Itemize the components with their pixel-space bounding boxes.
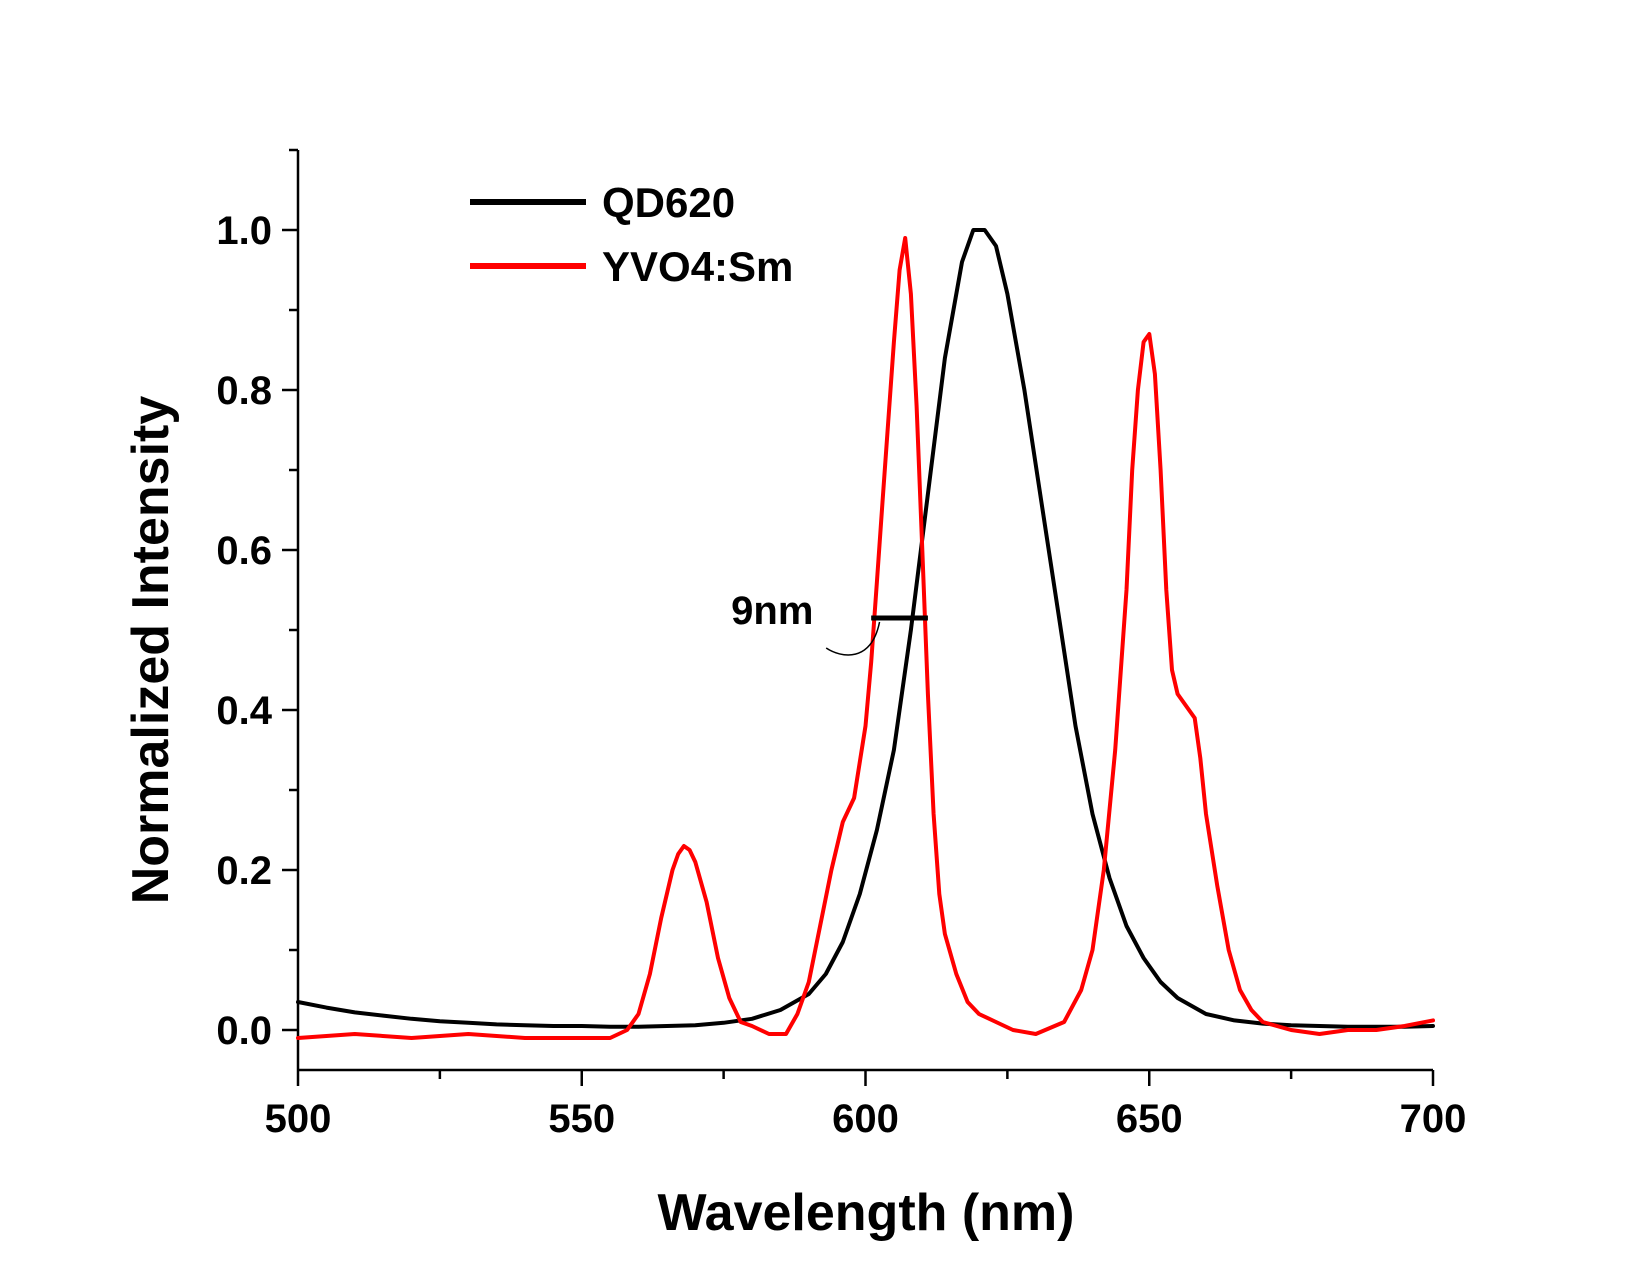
y-tick-label: 0.8 <box>216 369 272 413</box>
series-line-qd620 <box>296 228 1435 1029</box>
y-axis-title: Normalized Intensity <box>122 396 180 905</box>
x-tick-label: 700 <box>1400 1097 1467 1141</box>
y-tick-label: 1.0 <box>216 209 272 253</box>
annotation-arrow <box>825 621 881 656</box>
legend: QD620 YVO4:Sm <box>470 179 793 290</box>
y-tick-label: 0.0 <box>216 1009 272 1053</box>
y-tick-label: 0.4 <box>216 689 272 733</box>
annotation-group: 9nm <box>731 589 928 656</box>
legend-label-yvo4-sm: YVO4:Sm <box>602 243 793 290</box>
legend-label-qd620: QD620 <box>602 179 735 226</box>
y-axis: 0.0 0.2 0.4 0.6 0.8 1.0 <box>216 148 300 1070</box>
series-line-yvo4-sm <box>296 236 1435 1040</box>
series-group <box>296 228 1435 1040</box>
y-tick-label: 0.2 <box>216 849 272 893</box>
x-tick-label: 550 <box>548 1097 615 1141</box>
x-tick-label: 500 <box>265 1097 332 1141</box>
y-tick-label: 0.6 <box>216 529 272 573</box>
x-tick-label: 650 <box>1116 1097 1183 1141</box>
x-axis: 500 550 600 650 700 <box>265 1068 1467 1141</box>
x-axis-title: Wavelength (nm) <box>658 1184 1075 1242</box>
x-tick-label: 600 <box>832 1097 899 1141</box>
annotation-label: 9nm <box>731 589 813 633</box>
